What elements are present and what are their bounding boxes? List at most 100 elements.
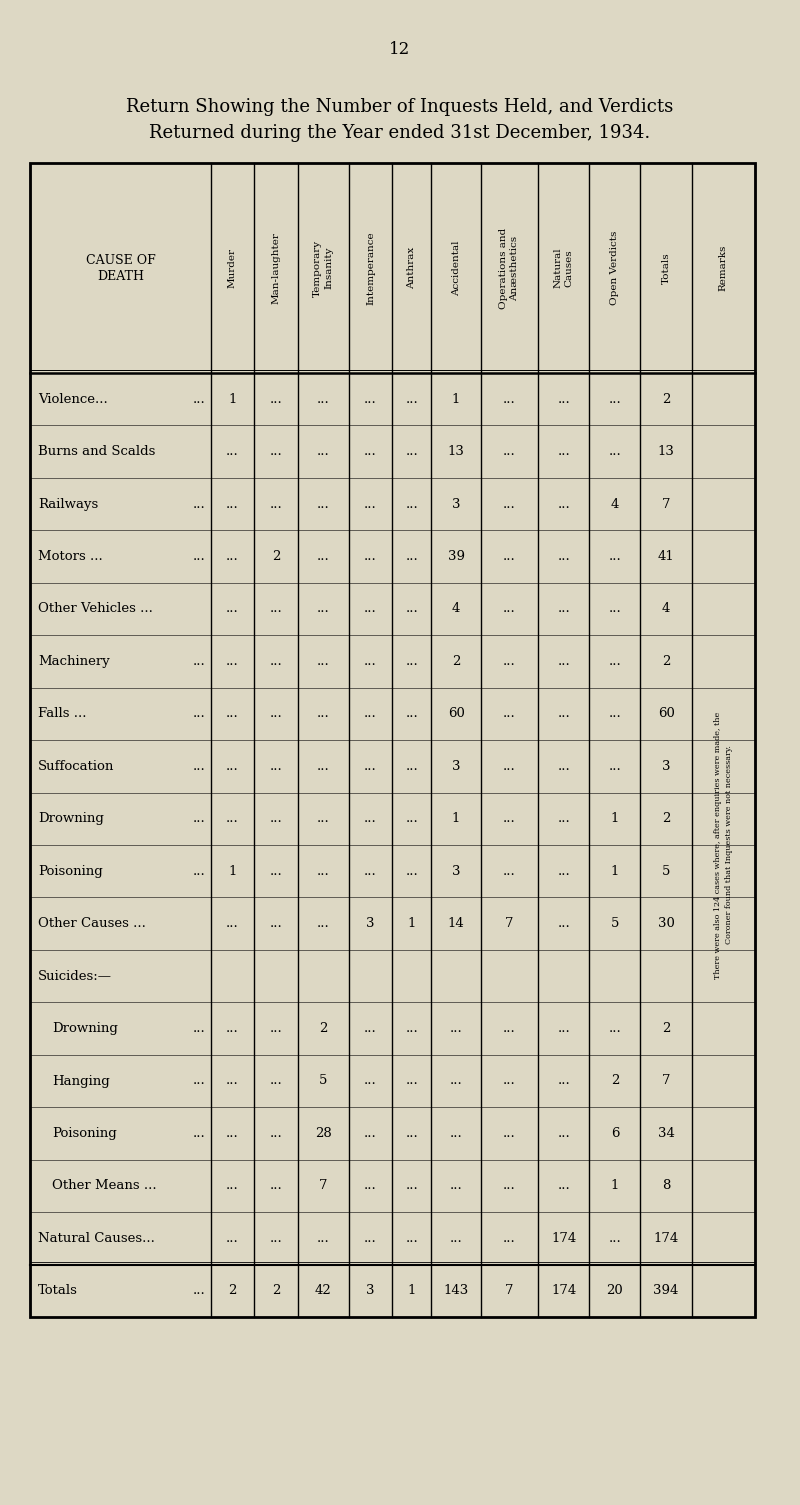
Text: ...: ...: [193, 1127, 206, 1139]
Text: ...: ...: [270, 602, 282, 616]
Text: ...: ...: [226, 1180, 239, 1192]
Text: Temporary
Insanity: Temporary Insanity: [313, 239, 334, 296]
Text: 60: 60: [658, 707, 674, 721]
Text: ...: ...: [193, 393, 206, 406]
Text: 3: 3: [452, 760, 460, 774]
Text: ...: ...: [609, 549, 622, 563]
Text: ...: ...: [364, 760, 377, 774]
Text: ...: ...: [193, 707, 206, 721]
Text: Operations and
Anæsthetics: Operations and Anæsthetics: [499, 227, 519, 309]
Text: ...: ...: [364, 813, 377, 825]
Text: 3: 3: [366, 1284, 374, 1297]
Text: ...: ...: [226, 655, 239, 668]
Text: ...: ...: [364, 865, 377, 877]
Text: ...: ...: [503, 602, 516, 616]
Text: ...: ...: [226, 917, 239, 930]
Text: ...: ...: [558, 865, 570, 877]
Text: 5: 5: [610, 917, 619, 930]
Text: 174: 174: [551, 1231, 576, 1245]
Text: ...: ...: [226, 1231, 239, 1245]
Text: ...: ...: [317, 760, 330, 774]
Text: ...: ...: [609, 393, 622, 406]
Text: ...: ...: [364, 1180, 377, 1192]
Text: ...: ...: [406, 393, 418, 406]
Text: ...: ...: [503, 1231, 516, 1245]
Text: Returned during the Year ended 31st December, 1934.: Returned during the Year ended 31st Dece…: [150, 123, 650, 141]
Text: ...: ...: [503, 445, 516, 458]
Text: ...: ...: [503, 393, 516, 406]
Text: ...: ...: [503, 813, 516, 825]
Text: Other Causes ...: Other Causes ...: [38, 917, 146, 930]
Text: ...: ...: [226, 1127, 239, 1139]
Text: ...: ...: [364, 1022, 377, 1035]
Text: 14: 14: [448, 917, 465, 930]
Text: 39: 39: [447, 549, 465, 563]
Text: ...: ...: [406, 1075, 418, 1088]
Text: DEATH: DEATH: [97, 269, 144, 283]
Text: Machinery: Machinery: [38, 655, 110, 668]
Text: Railways: Railways: [38, 498, 98, 510]
Text: ...: ...: [503, 655, 516, 668]
Text: 1: 1: [228, 865, 237, 877]
Text: Motors ...: Motors ...: [38, 549, 102, 563]
Text: ...: ...: [317, 602, 330, 616]
Bar: [30, 163, 755, 1317]
Text: Remarks: Remarks: [719, 245, 728, 290]
Text: 394: 394: [654, 1284, 678, 1297]
Text: ...: ...: [364, 1075, 377, 1088]
Text: ...: ...: [226, 760, 239, 774]
Text: ...: ...: [609, 655, 622, 668]
Text: 2: 2: [452, 655, 460, 668]
Text: 13: 13: [448, 445, 465, 458]
Text: 1: 1: [610, 1180, 619, 1192]
Text: ...: ...: [503, 1127, 516, 1139]
Text: ...: ...: [317, 445, 330, 458]
Text: ...: ...: [364, 602, 377, 616]
Text: ...: ...: [270, 1180, 282, 1192]
Text: ...: ...: [406, 1127, 418, 1139]
Text: ...: ...: [364, 393, 377, 406]
Text: Suffocation: Suffocation: [38, 760, 114, 774]
Text: ...: ...: [270, 1231, 282, 1245]
Text: ...: ...: [226, 1075, 239, 1088]
Text: ...: ...: [364, 445, 377, 458]
Text: Burns and Scalds: Burns and Scalds: [38, 445, 155, 458]
Text: ...: ...: [558, 917, 570, 930]
Text: ...: ...: [364, 1231, 377, 1245]
Text: ...: ...: [270, 655, 282, 668]
Text: ...: ...: [364, 707, 377, 721]
Text: ...: ...: [270, 707, 282, 721]
Text: 7: 7: [505, 917, 514, 930]
Text: 7: 7: [662, 1075, 670, 1088]
Text: ...: ...: [193, 760, 206, 774]
Text: ...: ...: [558, 393, 570, 406]
Text: 34: 34: [658, 1127, 674, 1139]
Text: ...: ...: [270, 445, 282, 458]
Text: ...: ...: [193, 1075, 206, 1088]
Text: ...: ...: [609, 760, 622, 774]
Text: ...: ...: [226, 1022, 239, 1035]
Text: 2: 2: [272, 549, 280, 563]
Text: 20: 20: [606, 1284, 623, 1297]
Text: ...: ...: [270, 393, 282, 406]
Text: 3: 3: [452, 865, 460, 877]
Text: 1: 1: [407, 1284, 416, 1297]
Text: ...: ...: [450, 1231, 462, 1245]
Text: ...: ...: [317, 655, 330, 668]
Text: ...: ...: [406, 1180, 418, 1192]
Text: ...: ...: [193, 865, 206, 877]
Text: Accidental: Accidental: [451, 241, 461, 296]
Text: 8: 8: [662, 1180, 670, 1192]
Text: 2: 2: [662, 655, 670, 668]
Text: ...: ...: [193, 549, 206, 563]
Text: 4: 4: [610, 498, 619, 510]
Text: ...: ...: [558, 1075, 570, 1088]
Text: 5: 5: [662, 865, 670, 877]
Text: Falls ...: Falls ...: [38, 707, 86, 721]
Text: ...: ...: [406, 655, 418, 668]
Text: 7: 7: [505, 1284, 514, 1297]
Text: Poisoning: Poisoning: [52, 1127, 117, 1139]
Text: 1: 1: [452, 393, 460, 406]
Text: 7: 7: [319, 1180, 327, 1192]
Text: ...: ...: [503, 498, 516, 510]
